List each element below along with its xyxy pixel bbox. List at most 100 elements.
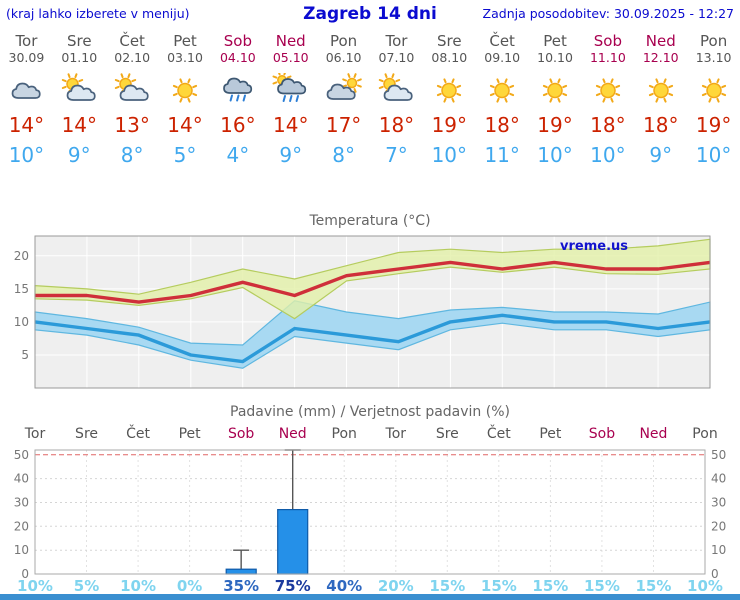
prec-day-label: Pet	[539, 426, 562, 442]
day-name: Tor	[15, 32, 38, 50]
prec-day-label: Tor	[24, 426, 46, 442]
weather-icon-sun	[423, 70, 476, 110]
weather-icon-sun-cloud	[106, 70, 159, 110]
location-hint: (kraj lahko izberete v meniju)	[6, 6, 190, 21]
temp-max: 16°	[220, 113, 256, 137]
weather-icon-cloud	[0, 70, 53, 110]
temp-max: 17°	[325, 113, 362, 137]
day-column: Sob 04.10 16° 4°	[211, 30, 264, 170]
temp-min: 10°	[431, 143, 468, 167]
svg-text:30: 30	[14, 496, 29, 510]
svg-text:15: 15	[14, 282, 29, 296]
day-name: Ned	[275, 32, 306, 50]
temp-max: 14°	[8, 113, 45, 137]
precipitation-probability-row: 10% 5% 10% 0% 35% 75% 40% 20% 15% 15% 15% 15% 15% 10%	[0, 577, 740, 596]
day-name: Sob	[223, 32, 252, 50]
day-name: Čet	[489, 32, 515, 50]
temp-min: 10°	[537, 143, 573, 167]
day-column: Sre 01.10 14° 9°	[53, 30, 106, 170]
day-name: Sob	[593, 32, 622, 50]
temp-min: 10°	[8, 143, 45, 167]
precipitation-day-labels: Tor Sre Čet Pet Sob Ned Pon Tor Sre Čet Pet Sob Ned P…	[0, 426, 740, 444]
temp-max: 19°	[431, 113, 468, 137]
temp-min: 8°	[120, 143, 144, 167]
day-name: Pet	[173, 32, 197, 50]
probability-value: 20%	[377, 577, 414, 595]
day-date: 03.10	[167, 50, 203, 65]
temp-max: 18°	[378, 113, 415, 137]
weather-icon-cloud-sun	[317, 70, 370, 110]
svg-text:10: 10	[14, 315, 29, 329]
temp-min: 8°	[332, 143, 355, 167]
svg-text:30: 30	[711, 496, 726, 510]
bottom-bar	[0, 594, 740, 600]
probability-value: 10%	[687, 577, 723, 595]
day-column: Sre 08.10 19° 10°	[423, 30, 476, 170]
day-column: Pet 10.10 19° 10°	[529, 30, 582, 170]
prec-day-label: Sob	[227, 426, 255, 442]
temp-max: 19°	[537, 113, 573, 137]
prec-day-label: Tor	[385, 426, 407, 442]
temp-max-line	[35, 260, 711, 304]
weather-icon-sun	[634, 70, 687, 110]
day-date: 07.10	[378, 50, 415, 65]
weather-icon-sun	[476, 70, 529, 110]
day-date: 11.10	[589, 50, 626, 65]
temp-max: 19°	[695, 113, 732, 137]
prec-day-label: Ned	[278, 426, 307, 442]
temperature-chart: 5 10 15 20 vreme.us	[14, 235, 711, 389]
precip-bar	[225, 568, 257, 575]
day-date: 02.10	[114, 50, 151, 65]
temp-max: 18°	[484, 113, 520, 137]
svg-text:10: 10	[14, 543, 29, 557]
temp-max: 18°	[643, 113, 679, 137]
temp-min-line	[34, 313, 711, 364]
temp-min: 4°	[226, 143, 250, 167]
day-date: 01.10	[61, 50, 98, 65]
precipitation-chart-title: Padavine (mm) / Verjetnost padavin (%)	[230, 404, 510, 420]
prec-day-label: Pon	[331, 426, 357, 442]
weather-icon-rain	[211, 70, 264, 110]
day-name: Sre	[66, 32, 92, 50]
probability-value: 15%	[583, 577, 620, 595]
prec-day-label: Sob	[588, 426, 616, 442]
day-column: Pet 03.10 14° 5°	[159, 30, 212, 170]
temp-min: 10°	[695, 143, 732, 167]
day-date: 10.10	[537, 50, 573, 65]
day-date: 05.10	[272, 50, 309, 65]
day-column: Pon 06.10 17° 8°	[317, 30, 370, 170]
svg-text:0: 0	[711, 567, 719, 580]
precip-bar	[277, 508, 309, 575]
probability-value: 15%	[635, 577, 672, 595]
probability-value: 0%	[176, 577, 203, 595]
probability-value: 15%	[480, 577, 517, 595]
probability-value: 10%	[17, 577, 53, 595]
day-column: Sob 11.10 18° 10°	[581, 30, 634, 170]
prec-day-label: Čet	[126, 426, 151, 442]
day-name: Ned	[645, 32, 676, 50]
forecast-days-row: Tor 30.09 14° 10° Sre 01.10 14° 9° Čet 02.10 13° 8°…	[0, 30, 740, 170]
day-column: Tor 07.10 18° 7°	[370, 30, 423, 170]
temp-max: 14°	[167, 113, 203, 137]
weather-icon-rain-sun	[264, 70, 317, 110]
temp-max: 14°	[273, 113, 309, 137]
probability-value: 75%	[274, 577, 311, 595]
temp-min: 9°	[67, 143, 91, 167]
svg-text:20: 20	[711, 519, 726, 533]
prec-day-label: Ned	[639, 426, 668, 442]
day-date: 09.10	[484, 50, 521, 65]
prec-day-label: Pet	[178, 426, 201, 442]
weather-icon-sun	[529, 70, 582, 110]
last-updated: Zadnja posodobitev: 30.09.2025 - 12:27	[482, 6, 734, 21]
svg-text:50: 50	[711, 448, 726, 462]
day-name: Pet	[543, 32, 567, 50]
header: (kraj lahko izberete v meniju) Zagreb 14…	[0, 0, 740, 26]
probability-value: 15%	[429, 577, 466, 595]
precipitation-chart: 0 0 10 10 20 20 30 30 40 40 50 50	[14, 448, 727, 580]
temp-max: 13°	[114, 113, 150, 137]
svg-text:40: 40	[14, 472, 29, 486]
prec-day-label: Pon	[692, 426, 718, 442]
temp-max: 18°	[590, 113, 626, 137]
temp-max: 14°	[61, 113, 98, 137]
